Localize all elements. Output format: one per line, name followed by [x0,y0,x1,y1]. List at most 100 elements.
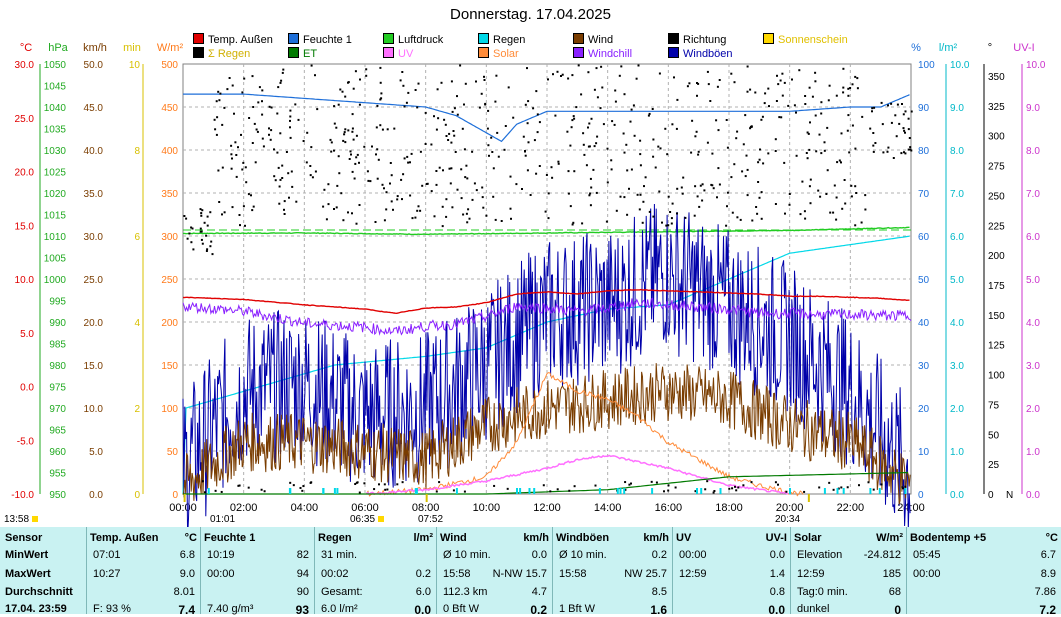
cell-value: 90 [296,586,309,598]
direction-point [556,488,559,491]
direction-point [696,195,699,198]
direction-point [691,119,694,122]
table-column: Temp. Außen °C 07:01 6.8 10:27 9.0 8.01 F: 93 %… [86,527,201,617]
table-column: Windböen km/h Ø 10 min. 0.2 15:58 NW 25.7 8.5 1… [552,527,673,617]
direction-point [270,129,273,132]
axis-tick-right: 350 [988,72,1005,83]
direction-point [701,183,704,186]
direction-point [844,202,847,205]
direction-point [237,146,239,149]
axis-tick-right: 7.0 [1026,189,1040,200]
direction-point [851,124,854,127]
rain-tick [696,488,698,494]
direction-point [396,483,399,486]
direction-point [484,103,487,106]
direction-point [684,216,687,219]
direction-point [706,70,709,73]
direction-point [289,136,292,139]
direction-point [217,90,220,93]
axis-tick-left: 150 [161,361,178,372]
direction-point [495,74,498,77]
direction-point [818,486,821,489]
direction-point [262,145,265,148]
axis-tick-left: 1010 [44,232,67,243]
cell-time: 00:02 [321,568,349,580]
direction-point [440,81,443,84]
cell-value: 6.0 [415,586,431,598]
legend-swatch [288,47,299,58]
direction-point [736,130,739,133]
direction-point [762,162,765,165]
direction-point [201,480,204,483]
direction-point [632,104,635,107]
direction-point [536,131,539,134]
direction-point [358,491,361,494]
direction-point [199,208,202,211]
direction-point [352,87,355,90]
direction-point [480,92,483,95]
direction-point [529,194,532,196]
direction-point [435,170,438,172]
direction-point [741,170,744,173]
direction-point [235,154,238,156]
direction-point [276,112,279,115]
direction-point [767,87,770,90]
direction-point [270,106,273,109]
direction-point [509,207,512,210]
direction-point [673,76,675,79]
direction-point [630,482,632,485]
row-label: MaxWert [5,568,51,580]
axis-tick-right: 75 [988,400,1000,411]
direction-point [757,161,760,164]
direction-point [414,89,417,91]
direction-point [808,86,811,89]
axis-tick-left: 200 [161,318,178,329]
direction-point [492,195,495,198]
direction-point [385,191,388,194]
direction-point [626,213,629,216]
direction-point [373,488,376,491]
cell-value: 0 [894,603,901,617]
direction-point [383,187,385,190]
direction-point [355,156,358,159]
direction-point [829,211,832,214]
direction-point [694,490,697,493]
direction-point [323,188,326,191]
direction-point [399,79,402,82]
direction-point [650,480,653,483]
direction-point [333,208,335,210]
direction-point [435,128,438,131]
direction-point [379,66,382,69]
direction-point [226,88,229,91]
direction-point [658,190,661,193]
direction-point [717,167,720,170]
direction-point [185,217,188,220]
direction-point [840,161,842,164]
direction-point [639,193,642,196]
axis-tick-left: 1005 [44,254,67,265]
direction-point [873,106,876,109]
axis-tick-left: 50.0 [84,60,104,71]
direction-point [767,152,770,155]
direction-point [310,146,313,149]
direction-point [746,168,749,171]
direction-point [191,227,194,230]
axis-tick-left: 0 [134,490,140,501]
axis-tick-left: 20.0 [15,168,35,179]
legend-swatch [193,47,204,58]
direction-point [234,141,237,144]
direction-point [570,126,573,129]
direction-point [494,100,497,103]
direction-point [289,115,292,118]
direction-point [755,206,758,208]
direction-point [781,72,784,75]
axis-tick-right: 10.0 [1026,60,1046,71]
direction-point [840,486,843,489]
direction-point [462,213,465,216]
direction-point [596,96,599,99]
x-tick-label: 06:00 [351,502,379,514]
direction-point [230,144,233,147]
rain-tick [878,488,881,494]
direction-point [435,183,438,186]
direction-point [907,117,910,120]
